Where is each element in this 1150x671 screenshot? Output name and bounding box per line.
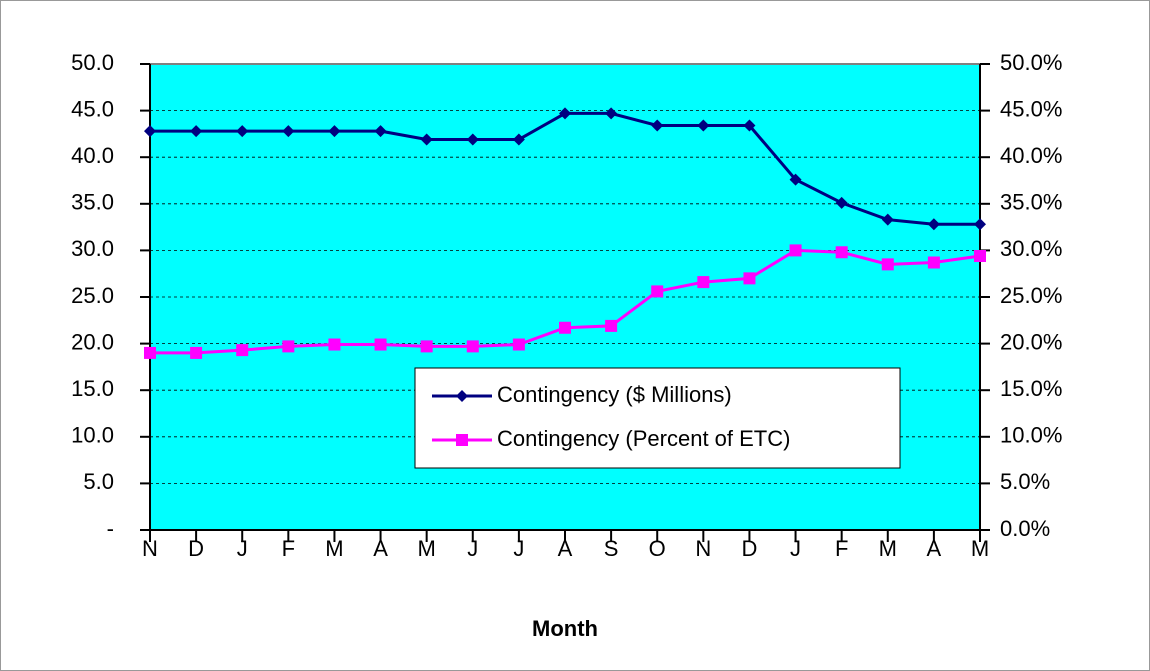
- y2-tick-label: 50.0%: [1000, 50, 1062, 75]
- y2-tick-label: 20.0%: [1000, 329, 1062, 354]
- y2-tick-label: 45.0%: [1000, 96, 1062, 121]
- data-point: [328, 338, 341, 351]
- x-tick-label: M: [971, 536, 989, 561]
- y-tick-label: 20.0: [71, 329, 114, 354]
- data-point: [236, 125, 249, 138]
- y-tick-label: 35.0: [71, 190, 114, 215]
- x-tick-label: J: [467, 536, 478, 561]
- data-point: [927, 218, 940, 231]
- y2-tick-label: 0.0%: [1000, 516, 1050, 541]
- data-point: [881, 258, 894, 271]
- data-point: [927, 256, 940, 269]
- data-point: [374, 338, 387, 351]
- x-tick-label: M: [418, 536, 436, 561]
- y2-tick-label: 35.0%: [1000, 190, 1062, 215]
- data-point: [236, 344, 249, 357]
- data-point: [190, 125, 203, 138]
- x-tick-label: J: [237, 536, 248, 561]
- data-point: [974, 218, 986, 231]
- legend-marker: [456, 390, 468, 402]
- x-tick-label: A: [558, 536, 573, 561]
- data-point: [559, 107, 571, 120]
- x-tick-label: D: [741, 536, 757, 561]
- x-tick-label: M: [325, 536, 343, 561]
- x-tick-label: J: [790, 536, 801, 561]
- y2-tick-label: 15.0%: [1000, 376, 1062, 401]
- data-point: [374, 125, 387, 138]
- y-tick-label: 50.0: [71, 50, 114, 75]
- x-tick-label: S: [604, 536, 619, 561]
- data-point: [605, 319, 618, 332]
- data-point: [144, 125, 156, 138]
- data-point: [697, 119, 710, 132]
- data-point: [282, 125, 295, 138]
- data-point: [789, 244, 802, 257]
- x-tick-label: A: [927, 536, 942, 561]
- data-point: [190, 346, 203, 359]
- y-tick-label: -: [107, 516, 114, 541]
- x-axis-title: Month: [532, 616, 598, 641]
- legend: Contingency ($ Millions) Contingency (Pe…: [414, 367, 901, 469]
- x-tick-label: O: [649, 536, 666, 561]
- legend-box: [414, 367, 901, 469]
- y2-tick-label: 10.0%: [1000, 423, 1062, 448]
- x-tick-label: N: [695, 536, 711, 561]
- data-point: [282, 340, 295, 353]
- x-tick-label: A: [373, 536, 388, 561]
- legend-label: Contingency ($ Millions): [497, 382, 732, 407]
- x-tick-label: F: [282, 536, 295, 561]
- data-point: [789, 173, 802, 186]
- y-tick-label: 40.0: [71, 143, 114, 168]
- data-point: [651, 285, 664, 298]
- data-point: [974, 249, 986, 262]
- x-tick-label: F: [835, 536, 848, 561]
- x-tick-label: M: [879, 536, 897, 561]
- data-point: [512, 338, 525, 351]
- data-point: [835, 196, 848, 209]
- y-tick-label: 30.0: [71, 236, 114, 261]
- data-point: [466, 340, 479, 353]
- data-point: [697, 276, 710, 289]
- y-tick-label: 25.0: [71, 283, 114, 308]
- data-point: [743, 119, 756, 132]
- y2-tick-label: 25.0%: [1000, 283, 1062, 308]
- legend-marker: [456, 434, 468, 446]
- y2-tick-label: 40.0%: [1000, 143, 1062, 168]
- y-tick-label: 45.0: [71, 96, 114, 121]
- y2-tick-label: 30.0%: [1000, 236, 1062, 261]
- y-tick-label: 15.0: [71, 376, 114, 401]
- data-point: [144, 346, 156, 359]
- legend-label: Contingency (Percent of ETC): [497, 426, 790, 451]
- data-point: [881, 213, 894, 226]
- data-point: [559, 321, 571, 334]
- data-point: [743, 272, 756, 285]
- data-point: [328, 125, 341, 138]
- x-tick-label: D: [188, 536, 204, 561]
- data-point: [420, 133, 433, 146]
- x-tick-label: J: [513, 536, 524, 561]
- data-point: [466, 133, 479, 146]
- data-point: [835, 246, 848, 259]
- y-tick-label: 10.0: [71, 423, 114, 448]
- x-tick-label: N: [142, 536, 158, 561]
- data-point: [420, 340, 433, 353]
- y-tick-label: 5.0: [83, 469, 114, 494]
- data-point: [651, 119, 664, 132]
- data-point: [512, 133, 525, 146]
- data-point: [605, 107, 618, 120]
- y2-tick-label: 5.0%: [1000, 469, 1050, 494]
